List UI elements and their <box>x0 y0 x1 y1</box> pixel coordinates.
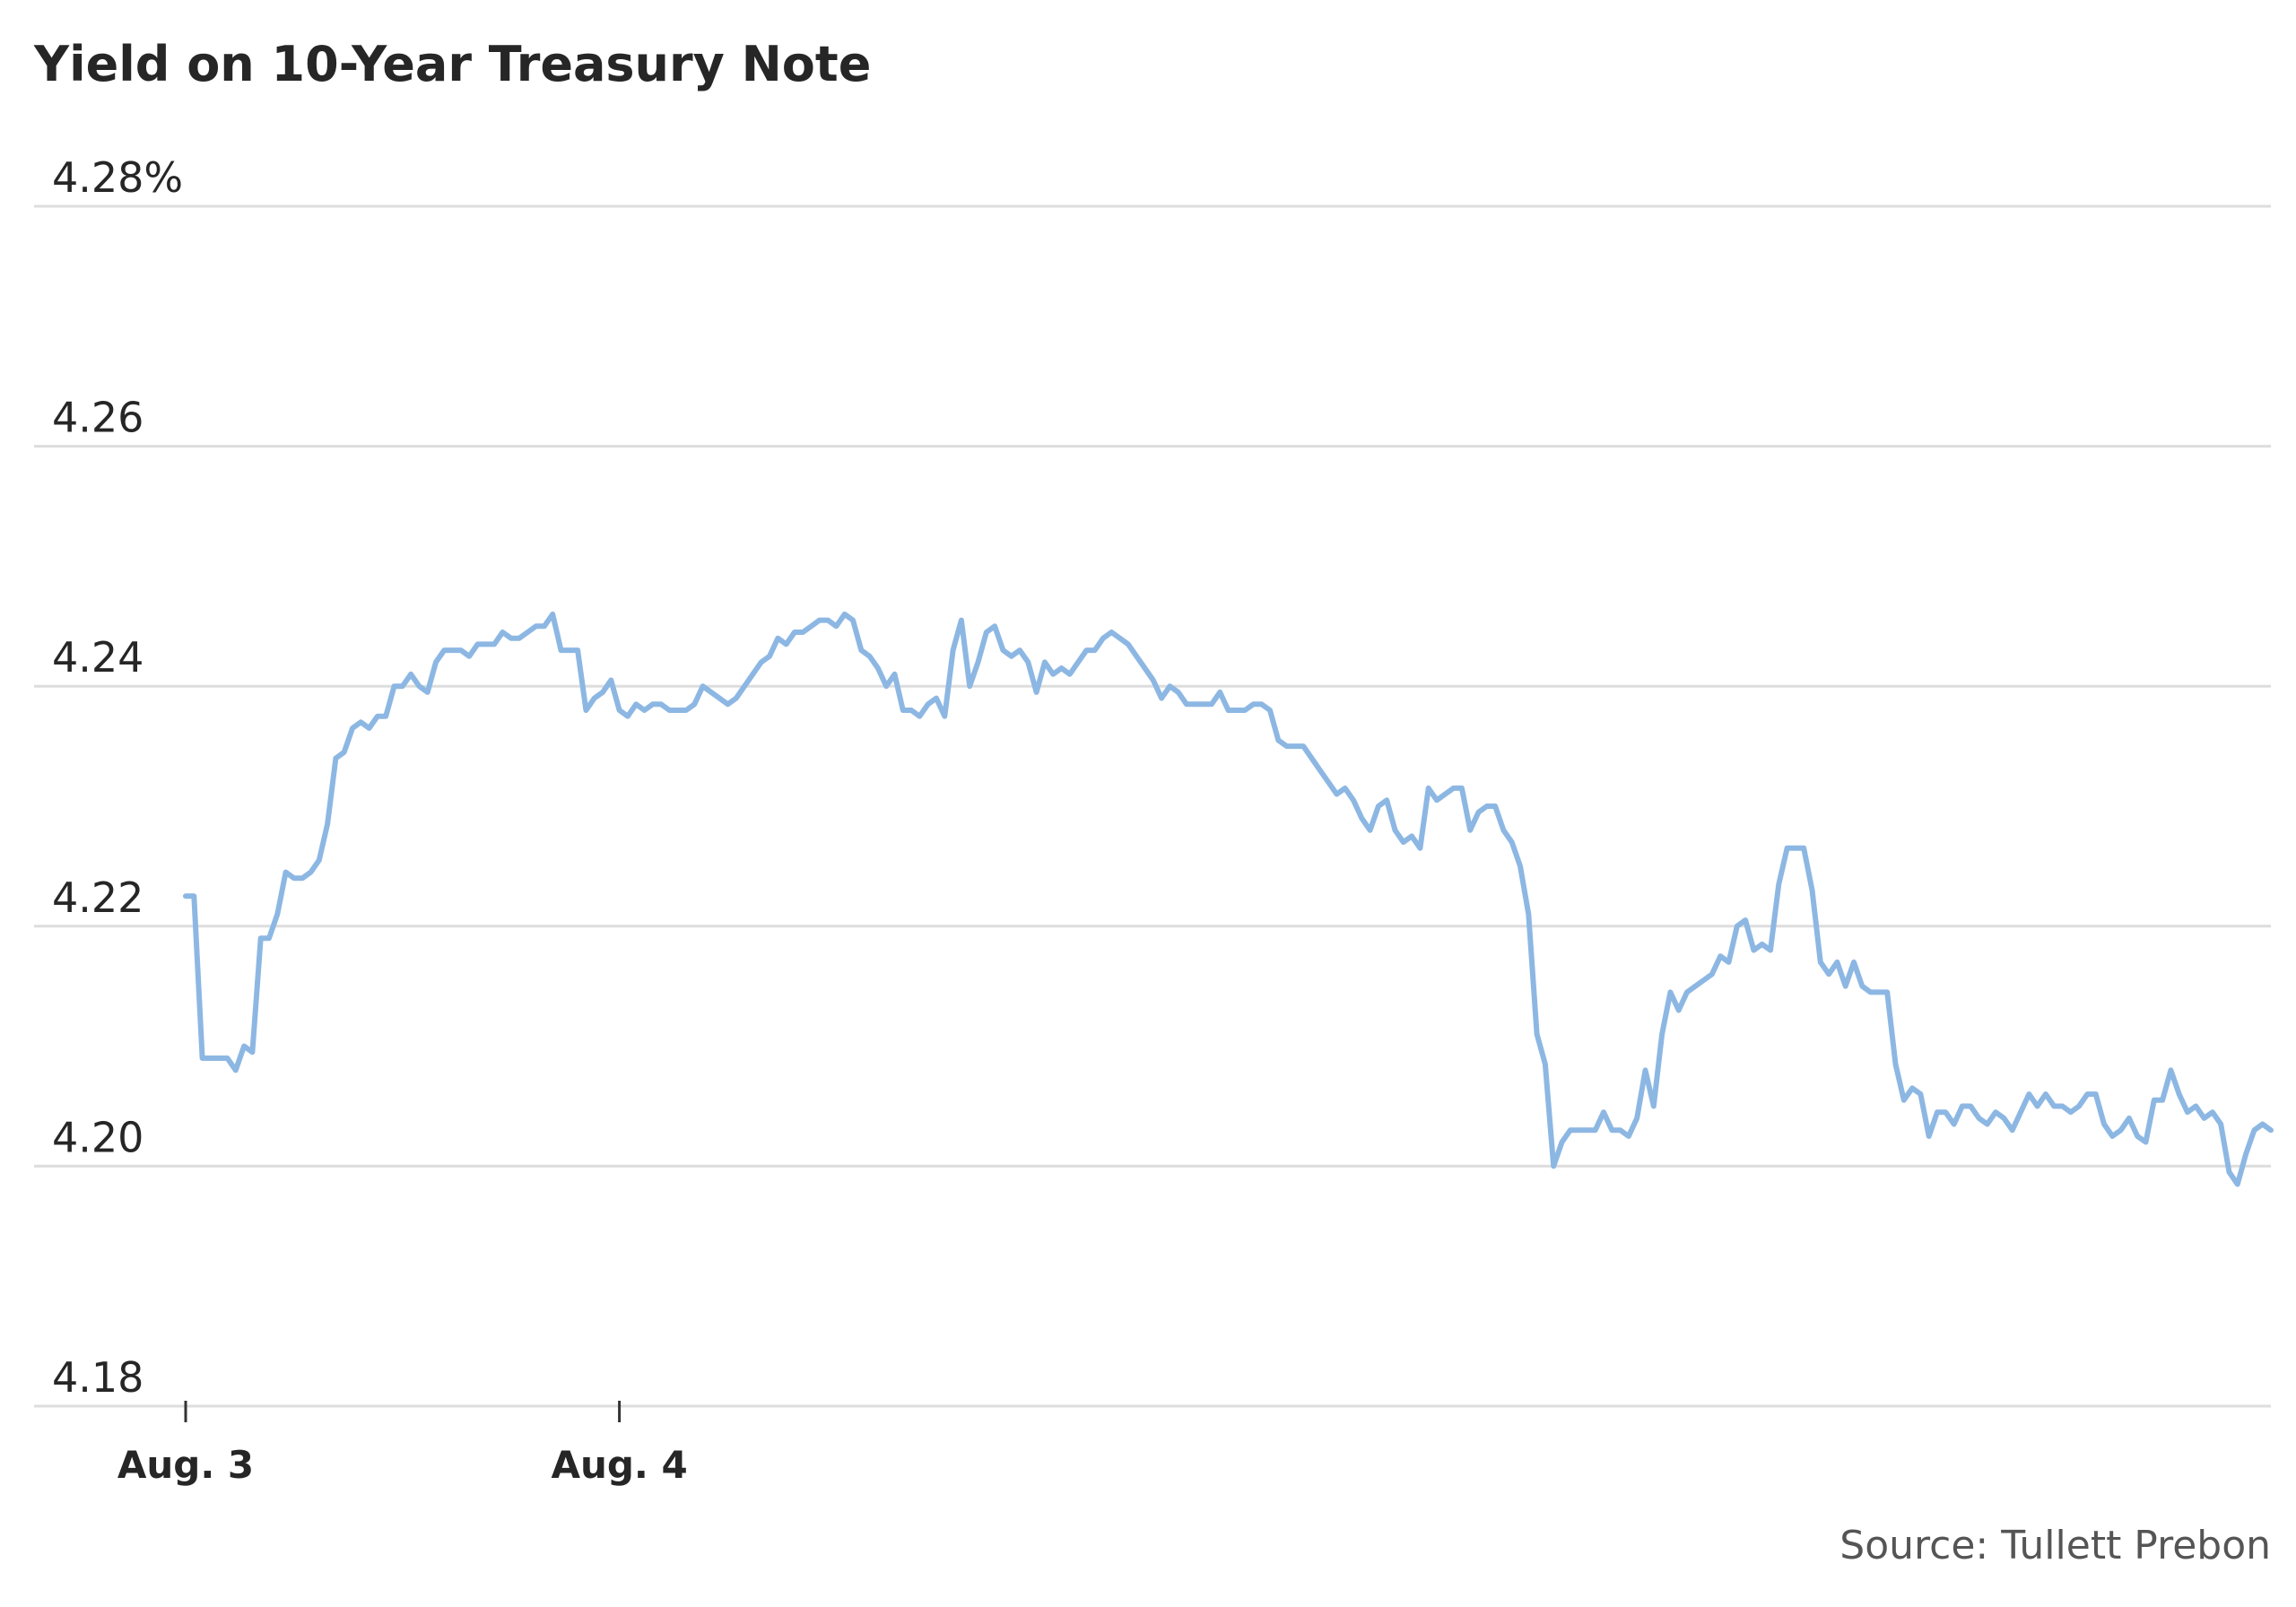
series-line-10yr-yield <box>183 611 2274 1187</box>
x-tick-label: Aug. 3 <box>117 1443 254 1487</box>
y-tick-label: 4.22 <box>52 873 144 922</box>
y-tick-label: 4.20 <box>52 1113 144 1161</box>
y-tick-label: 4.24 <box>52 633 144 682</box>
y-tick-label: 4.26 <box>52 394 144 442</box>
source-note: Source: Tullett Prebon <box>1839 1523 2271 1568</box>
y-tick-label: 4.18 <box>52 1353 144 1402</box>
chart-title: Yield on 10-Year Treasury Note <box>33 36 871 92</box>
y-axis-tick-labels: 4.28% 4.26 4.24 4.22 4.20 4.18 <box>52 153 183 1402</box>
y-tick-label: 4.28% <box>52 153 183 202</box>
x-tick-label: Aug. 4 <box>551 1443 687 1487</box>
gridlines <box>34 204 2271 1168</box>
x-axis-ticks: Aug. 3 Aug. 4 <box>117 1401 688 1487</box>
